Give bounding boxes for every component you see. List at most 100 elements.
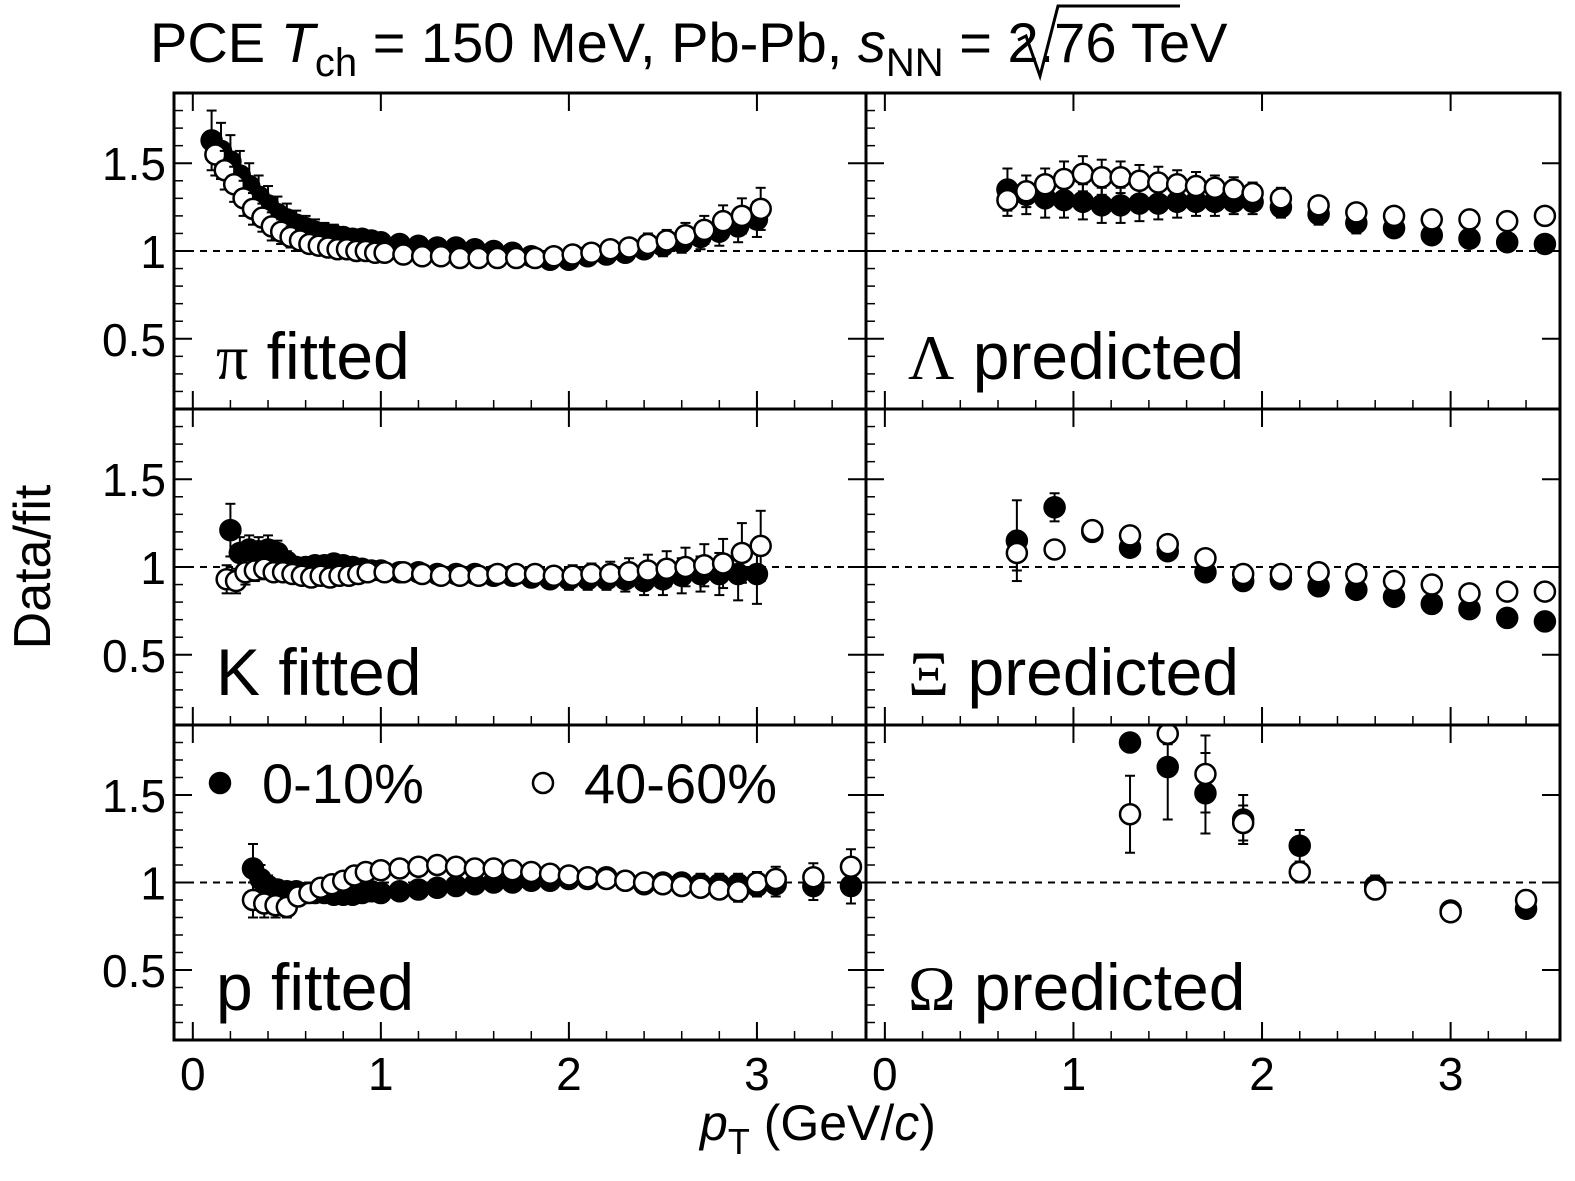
- data-point-open: [1231, 562, 1255, 586]
- data-point-open: [655, 229, 678, 252]
- panel-kaon: 0.5 1 1.5 K fitted: [102, 407, 868, 727]
- title-T-sub: ch: [315, 41, 357, 85]
- panel-grid: 0.5 1 1.5 π fitted Λ predicted 0.5 1 1.5 K fitte…: [102, 91, 1562, 1100]
- data-point-filled: [369, 881, 393, 905]
- panel-label-pi: π fitted: [216, 319, 410, 393]
- panel-data: [241, 843, 863, 919]
- data-point-open: [693, 553, 716, 577]
- data-point-open: [632, 871, 656, 894]
- y-tick-label: 0.5: [102, 314, 166, 366]
- data-point-open: [373, 241, 396, 265]
- data-point-filled: [444, 874, 468, 898]
- data-point-open: [1533, 204, 1557, 228]
- data-point-open: [520, 860, 543, 884]
- data-point-open: [670, 874, 693, 898]
- data-point-open: [1109, 166, 1132, 189]
- data-point-open: [1118, 803, 1142, 826]
- y-axis-label: Data/fit: [4, 484, 62, 649]
- panel-omega: 0 1 2 3 Ω predicted: [864, 723, 1562, 1100]
- panel-label-kaon: K fitted: [216, 635, 421, 709]
- data-point-open: [561, 243, 584, 266]
- data-point-open: [1156, 532, 1179, 556]
- data-point-open: [689, 876, 712, 899]
- data-point-open: [486, 246, 509, 270]
- panel-label-text: fitted: [248, 319, 409, 393]
- data-point-open: [580, 562, 603, 586]
- data-point-open: [410, 562, 434, 586]
- data-point-open: [1382, 204, 1406, 228]
- panel-data: [215, 502, 772, 605]
- data-point-open: [501, 859, 524, 882]
- y-tick-label: 1.5: [102, 138, 166, 190]
- data-point-open: [1363, 878, 1387, 901]
- data-point-open: [1241, 181, 1264, 205]
- data-point-open: [538, 862, 562, 885]
- panel-data: [200, 109, 772, 272]
- x-axis-label: pT (GeV/c): [698, 1095, 936, 1162]
- data-point-filled: [1533, 232, 1557, 256]
- panel-pi: 0.5 1 1.5 π fitted: [102, 91, 868, 411]
- data-point-open: [1222, 178, 1245, 201]
- legend-label-filled: 0-10%: [262, 752, 424, 815]
- data-point-filled: [426, 876, 449, 899]
- data-point-filled: [1043, 496, 1066, 519]
- data-point-open: [1156, 725, 1179, 745]
- data-point-open: [1052, 167, 1076, 191]
- data-point-open: [839, 855, 863, 878]
- data-point-open: [448, 564, 472, 588]
- data-point-filled: [1495, 230, 1519, 254]
- data-point-open: [708, 878, 731, 901]
- panel-frame: [864, 723, 1562, 1042]
- data-point-open: [1420, 573, 1444, 596]
- series-peripheral: [1005, 518, 1557, 605]
- panel-label-proton: p fitted: [216, 950, 414, 1024]
- panel-data: [1005, 492, 1557, 633]
- data-point-open: [1081, 518, 1104, 542]
- data-point-open: [730, 204, 754, 228]
- data-point-open: [636, 559, 660, 582]
- data-point-open: [730, 541, 754, 565]
- data-point-open: [1307, 194, 1330, 217]
- data-point-open: [1288, 860, 1311, 884]
- data-point-open: [802, 866, 825, 889]
- data-point-open: [1147, 171, 1170, 194]
- x-tick-label: 2: [1249, 1048, 1275, 1100]
- panel-proton: 0.5 1 1.5 0 1 2 3 p fitted 0-10% 40-60%: [102, 723, 868, 1100]
- data-point-open: [1165, 173, 1189, 196]
- y-tick-label: 1.5: [102, 770, 166, 822]
- panel-label-symbol: Ω: [908, 953, 956, 1024]
- data-point-open: [444, 855, 468, 878]
- data-point-open: [711, 209, 735, 233]
- data-point-open: [711, 552, 735, 575]
- data-point-open: [749, 534, 772, 558]
- data-point-open: [463, 857, 487, 880]
- series-central: [1118, 725, 1538, 922]
- data-point-open: [1015, 180, 1038, 203]
- data-point-open: [614, 869, 637, 892]
- data-point-open: [429, 245, 453, 268]
- data-point-open: [1071, 162, 1095, 186]
- data-point-open: [599, 237, 622, 261]
- data-point-filled: [407, 878, 430, 901]
- panel-label-text: p fitted: [216, 950, 414, 1024]
- data-point-open: [542, 564, 566, 588]
- data-point-open: [674, 223, 697, 247]
- data-point-open: [426, 853, 449, 877]
- x-tick-label: 3: [1438, 1048, 1464, 1100]
- data-point-open: [467, 246, 490, 270]
- data-point-open: [1495, 580, 1519, 603]
- data-point-open: [576, 866, 599, 889]
- data-point-open: [580, 241, 603, 265]
- sqrt-sign-icon: [1017, 4, 1180, 82]
- legend-marker-filled: [208, 771, 232, 795]
- data-point-open: [1345, 562, 1368, 586]
- xlabel-open: (GeV/: [750, 1095, 895, 1151]
- x-tick-label: 2: [556, 1048, 582, 1100]
- panel-label-symbol: Λ: [908, 322, 954, 393]
- title-T: T: [281, 11, 319, 74]
- data-point-open: [1043, 538, 1066, 561]
- data-point-open: [561, 564, 584, 588]
- data-point-open: [1382, 569, 1406, 593]
- data-point-open: [651, 873, 675, 896]
- data-point-open: [745, 871, 769, 894]
